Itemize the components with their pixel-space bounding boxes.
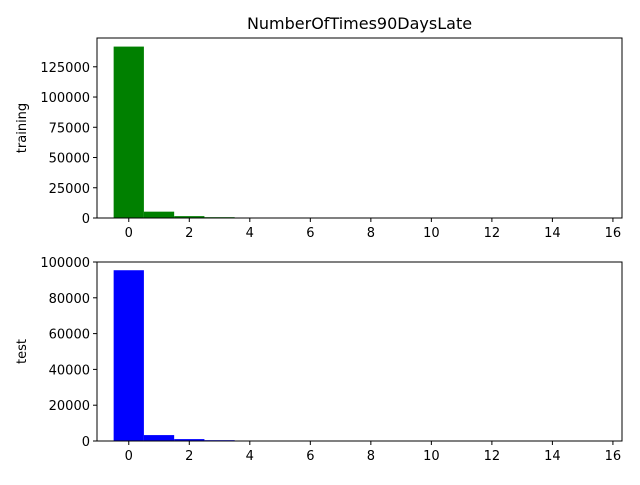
test-y-tick-label: 60000 xyxy=(49,328,90,343)
training-x-tick-label: 8 xyxy=(367,226,375,241)
test-x-tick-label: 6 xyxy=(306,449,314,464)
training-y-tick-label: 100000 xyxy=(40,91,90,106)
training-y-tick-label: 50000 xyxy=(49,152,90,167)
test-y-tick-label: 20000 xyxy=(49,399,90,414)
training-y-axis-label: training xyxy=(15,103,30,153)
training-bar xyxy=(144,212,174,218)
training-x-tick-label: 4 xyxy=(246,226,254,241)
test-x-tick-label: 14 xyxy=(544,449,561,464)
test-y-tick-label: 40000 xyxy=(49,363,90,378)
training-x-tick-label: 0 xyxy=(125,226,133,241)
training-x-tick-label: 6 xyxy=(306,226,314,241)
chart-title: NumberOfTimes90DaysLate xyxy=(247,14,472,33)
test-y-tick-label: 0 xyxy=(82,435,90,450)
training-x-tick-label: 16 xyxy=(605,226,622,241)
test-x-tick-label: 0 xyxy=(125,449,133,464)
training-y-tick-label: 125000 xyxy=(40,61,90,76)
test-x-tick-label: 8 xyxy=(367,449,375,464)
training-x-tick-label: 2 xyxy=(185,226,193,241)
test-x-tick-label: 12 xyxy=(484,449,501,464)
training-bar xyxy=(114,47,144,218)
training-y-tick-label: 25000 xyxy=(49,182,90,197)
test-x-tick-label: 10 xyxy=(423,449,440,464)
training-y-tick-label: 75000 xyxy=(49,121,90,136)
test-x-tick-label: 16 xyxy=(605,449,622,464)
test-x-tick-label: 2 xyxy=(185,449,193,464)
test-bar xyxy=(114,270,144,441)
test-y-axis-label: test xyxy=(15,339,30,364)
test-y-tick-label: 100000 xyxy=(40,256,90,271)
training-x-tick-label: 10 xyxy=(423,226,440,241)
training-x-tick-label: 12 xyxy=(484,226,501,241)
training-x-tick-label: 14 xyxy=(544,226,561,241)
test-bar xyxy=(144,435,174,441)
test-x-tick-label: 4 xyxy=(246,449,254,464)
test-y-tick-label: 80000 xyxy=(49,292,90,307)
training-y-tick-label: 0 xyxy=(82,212,90,227)
